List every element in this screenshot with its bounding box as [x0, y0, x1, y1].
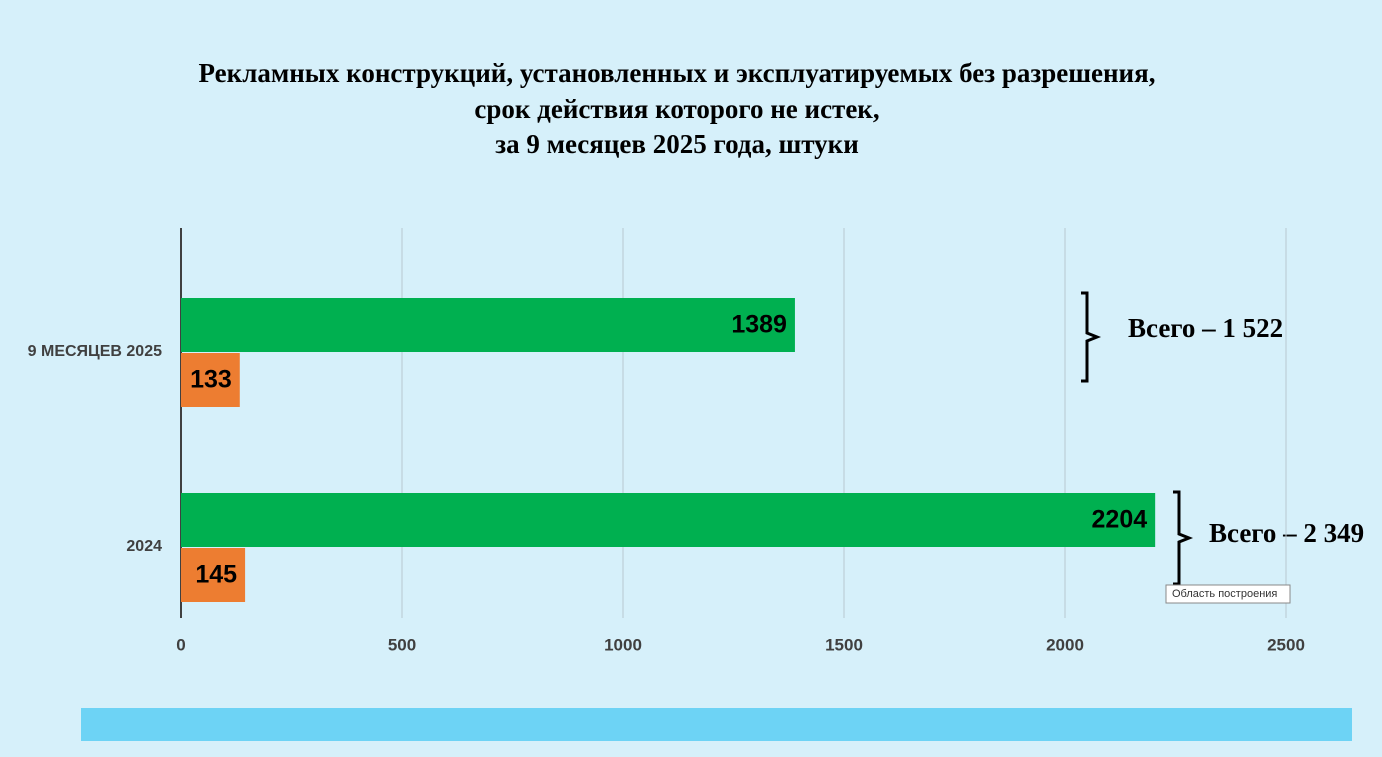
annotation: Всего – 2 349: [1209, 518, 1364, 548]
tooltip-text: Область построения: [1172, 588, 1277, 600]
tooltip: [1165, 584, 1291, 604]
legend: [81, 708, 1352, 741]
y-tick-label: 2024: [126, 538, 162, 555]
x-tick-label: 500: [388, 635, 416, 654]
chart-title: срок действия которого не истек,: [474, 94, 879, 124]
y-tick-label: 9 МЕСЯЦЕВ 2025: [28, 343, 162, 360]
x-tick-label: 1500: [825, 635, 863, 654]
chart-title: Рекламных конструкций, установленных и э…: [199, 58, 1156, 88]
x-tick-label: 0: [176, 635, 185, 654]
brace: [1081, 291, 1102, 383]
data-label: 133: [190, 366, 232, 394]
x-tick-label: 2500: [1267, 635, 1305, 654]
bar: [181, 353, 240, 407]
data-label: 2204: [1092, 506, 1148, 534]
chart-title: за 9 месяцев 2025 года, штуки: [495, 129, 859, 159]
annotation: Всего – 1 522: [1128, 313, 1283, 343]
bar: [181, 493, 1156, 547]
brace: [1173, 490, 1194, 586]
bar: [181, 298, 795, 352]
data-label: 145: [195, 561, 237, 589]
data-label: 1389: [731, 311, 787, 339]
bar: [181, 548, 246, 602]
x-tick-label: 1000: [604, 635, 642, 654]
x-tick-label: 2000: [1046, 635, 1084, 654]
